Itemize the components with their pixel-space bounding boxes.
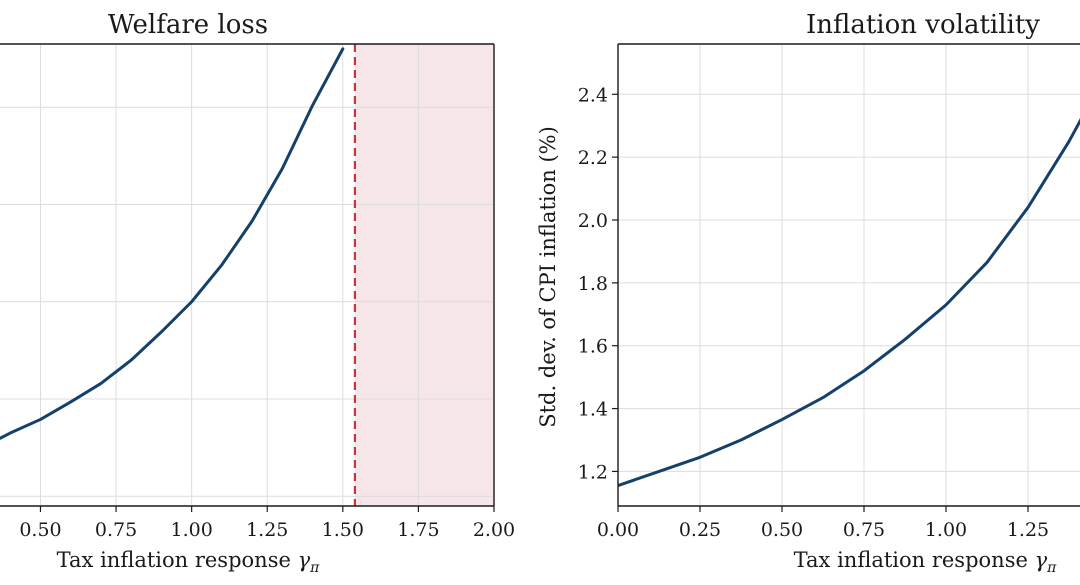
y-tick-label: 2.2: [578, 147, 608, 169]
x-tick-label: 0.75: [95, 519, 137, 541]
x-tick-label: 1.50: [322, 519, 364, 541]
horizontal-gridlines: [618, 93, 1080, 472]
x-tick-label: 0.00: [597, 519, 639, 541]
x-tick-label: 0.50: [761, 519, 803, 541]
x-tick-label: 1.00: [925, 519, 967, 541]
inflation-volatility-panel: 0.000.250.500.751.001.251.51.21.41.61.82…: [536, 10, 1080, 576]
chart-title: Welfare loss: [108, 10, 268, 40]
welfare-loss-panel: 0.50 0.75 1.00 1.25 1.50 1.75 2.00 Welfare loss…: [0, 10, 515, 576]
y-tick-label: 1.2: [578, 461, 608, 483]
x-tick-label: 1.25: [1007, 519, 1049, 541]
x-tick-label: 0.75: [843, 519, 885, 541]
x-tick-label: 0.25: [679, 519, 721, 541]
y-tick-label: 2.0: [578, 210, 608, 232]
x-axis-label: Tax inflation response γπ: [57, 548, 320, 576]
x-axis-label: Tax inflation response γπ: [794, 548, 1057, 576]
x-tick-label: 1.00: [170, 519, 212, 541]
y-axis-label: Std. dev. of CPI inflation (%): [536, 126, 560, 428]
x-tick-label: 1.75: [397, 519, 439, 541]
vertical-gridlines: [39, 44, 494, 506]
y-tick-label: 1.6: [578, 336, 608, 358]
x-tick-label: 1.25: [246, 519, 288, 541]
y-tick-label: 1.4: [578, 399, 608, 421]
shaded-region: [354, 44, 494, 506]
series-line: [618, 118, 1080, 488]
chart-title: Inflation volatility: [806, 10, 1040, 40]
horizontal-gridlines: [0, 106, 494, 497]
vertical-gridlines: [618, 44, 1029, 506]
series-line: [0, 47, 345, 441]
x-tick-label: 2.00: [473, 519, 515, 541]
y-tick-label: 1.8: [578, 273, 608, 295]
y-tick-label: 2.4: [578, 84, 608, 106]
x-tick-label: 0.50: [19, 519, 61, 541]
